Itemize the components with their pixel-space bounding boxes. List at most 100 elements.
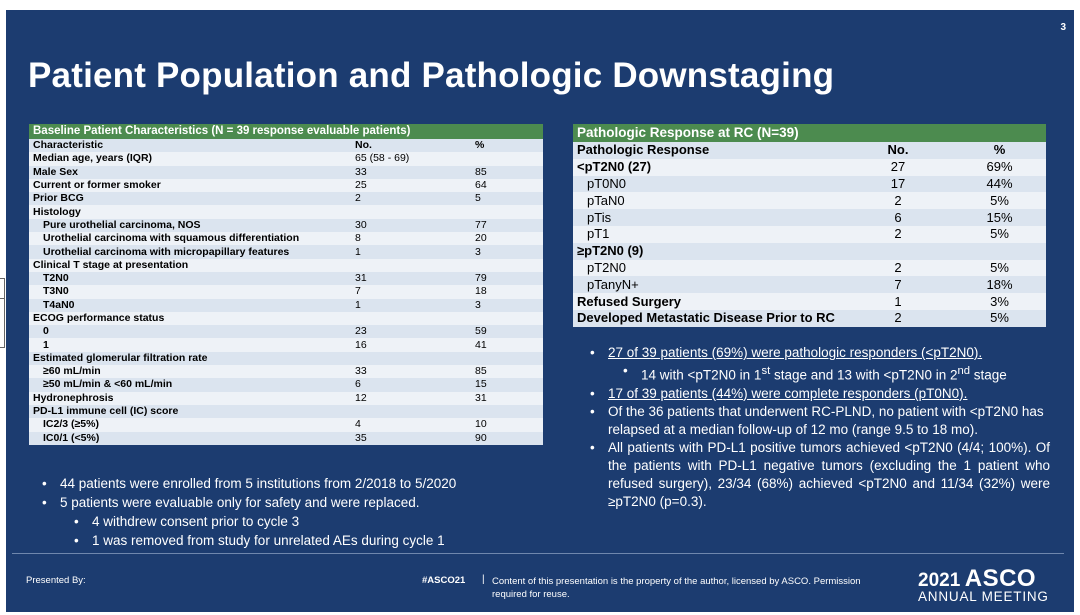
table-row: Clinical T stage at presentation: [29, 258, 543, 272]
row-count: 7: [351, 285, 471, 299]
table-row: T4aN0 1 3: [29, 298, 543, 312]
row-percent: 5%: [953, 192, 1047, 210]
bullet-icon: •: [590, 345, 595, 360]
row-label: 0: [29, 325, 351, 339]
enrollment-bullets: • 44 patients were enrolled from 5 instit…: [42, 474, 456, 550]
row-label: IC0/1 (<5%): [29, 431, 351, 445]
bullet-text: stage and 13 with <pT2N0 in 2: [770, 367, 958, 383]
row-label: ≥pT2N0 (9): [573, 242, 843, 260]
table-row: Pathologic Response No.%: [573, 142, 1047, 159]
ordinal-suffix: st: [761, 365, 771, 377]
row-label: Pure urothelial carcinoma, NOS: [29, 218, 351, 233]
row-label: <pT2N0 (27): [573, 158, 843, 176]
row-count: 6: [843, 209, 953, 226]
row-count: 6: [351, 378, 471, 392]
row-percent: 18%: [953, 276, 1047, 294]
row-count: 2: [843, 192, 953, 210]
bullet-item: • 27 of 39 patients (69%) were pathologic…: [590, 344, 1050, 362]
table-row: ≥pT2N0 (9): [573, 242, 1047, 260]
table-row: T2N0 31 79: [29, 271, 543, 286]
row-percent: 59: [471, 325, 543, 339]
bullet-text: Of the 36 patients that underwent RC-PLN…: [608, 403, 1044, 437]
row-label: Urothelial carcinoma with micropapillary…: [29, 245, 351, 259]
asco-logo: 2021 ASCO ANNUAL MEETING: [918, 565, 1049, 604]
row-count: [351, 258, 471, 272]
pathologic-response-table: Pathologic Response at RC (N=39) Patholo…: [573, 124, 1047, 327]
table-row: Pure urothelial carcinoma, NOS 30 77: [29, 218, 543, 233]
row-count: 65 (58 - 69): [351, 152, 471, 166]
row-label: Refused Surgery: [573, 293, 843, 310]
table-row: ECOG performance status: [29, 311, 543, 326]
table-row: Urothelial carcinoma with micropapillary…: [29, 245, 543, 259]
row-count: 8: [351, 232, 471, 246]
row-percent: 3%: [953, 293, 1047, 310]
row-percent: [471, 351, 543, 366]
row-label: Estimated glomerular filtration rate: [29, 351, 351, 366]
row-label: Male Sex: [29, 165, 351, 179]
row-percent: 15%: [953, 209, 1047, 226]
row-label: Prior BCG: [29, 192, 351, 206]
row-percent: 20: [471, 232, 543, 246]
bullet-item: • All patients with PD-L1 positive tumors…: [590, 439, 1050, 511]
row-label: pT0N0: [573, 175, 843, 193]
table-row: pTis 6 15%: [573, 209, 1047, 226]
table-row: 0 23 59: [29, 325, 543, 339]
table-row: Characteristic No.%: [29, 139, 543, 153]
row-count: 1: [351, 245, 471, 259]
baseline-table-header: Baseline Patient Characteristics (N = 39…: [29, 124, 543, 139]
table-row: T3N0 7 18: [29, 285, 543, 299]
table-row: IC2/3 (≥5%) 4 10: [29, 418, 543, 432]
row-percent: [471, 205, 543, 219]
bullet-text: 17 of 39 patients (44%) were complete re…: [608, 385, 968, 401]
row-count: 12: [351, 391, 471, 405]
table-row: ≥50 mL/min & <60 mL/min 6 15: [29, 378, 543, 392]
table-row: ≥60 mL/min 33 85: [29, 365, 543, 379]
row-count: 1: [351, 298, 471, 312]
ordinal-suffix: nd: [957, 365, 970, 377]
table-row: <pT2N0 (27) 27 69%: [573, 158, 1047, 176]
bullet-icon: •: [74, 533, 79, 548]
row-label: pTanyN+: [573, 276, 843, 294]
row-label: pT1: [573, 225, 843, 243]
table-row: pT0N0 17 44%: [573, 175, 1047, 193]
row-label: PD-L1 immune cell (IC) score: [29, 404, 351, 419]
bullet-icon: •: [590, 385, 595, 401]
row-percent: [471, 258, 543, 272]
table-row: Prior BCG 2 5: [29, 192, 543, 206]
row-label: T2N0: [29, 271, 351, 286]
row-count: [843, 242, 953, 260]
row-percent: 79: [471, 271, 543, 286]
row-percent: 3: [471, 298, 543, 312]
row-percent: 5: [471, 192, 543, 206]
row-label: ECOG performance status: [29, 311, 351, 326]
row-percent: 85: [471, 165, 543, 179]
bullet-text: 27 of 39 patients (69%) were pathologic …: [608, 345, 983, 360]
row-percent: 90: [471, 431, 543, 445]
slide-title: Patient Population and Pathologic Downst…: [28, 56, 835, 95]
hashtag: #ASCO21: [422, 575, 466, 586]
bullet-icon: •: [590, 403, 595, 419]
row-percent: [471, 311, 543, 326]
row-label: Current or former smoker: [29, 178, 351, 193]
row-percent: 41: [471, 338, 543, 352]
row-count: 23: [351, 325, 471, 339]
bullet-text: 4 withdrew consent prior to cycle 3: [92, 514, 300, 529]
row-count: No.: [351, 139, 471, 153]
row-label: Clinical T stage at presentation: [29, 258, 351, 272]
bullet-text: 14 with <pT2N0 in 1: [641, 367, 762, 383]
row-label: Histology: [29, 205, 351, 219]
table-row: Refused Surgery 1 3%: [573, 293, 1047, 310]
row-count: [351, 311, 471, 326]
row-percent: [471, 152, 543, 166]
brand-name: ASCO: [964, 565, 1037, 592]
response-bullets: • 27 of 39 patients (69%) were pathologic…: [590, 344, 1050, 511]
row-percent: 44%: [953, 175, 1047, 193]
bullet-icon: •: [42, 476, 47, 491]
baseline-characteristics-table: Baseline Patient Characteristics (N = 39…: [29, 124, 543, 445]
table-row: Urothelial carcinoma with squamous diffe…: [29, 232, 543, 246]
row-count: 25: [351, 178, 471, 193]
row-percent: 10: [471, 418, 543, 432]
row-label: Hydronephrosis: [29, 391, 351, 405]
row-count: 2: [351, 192, 471, 206]
bullet-text: 1 was removed from study for unrelated A…: [92, 533, 445, 548]
